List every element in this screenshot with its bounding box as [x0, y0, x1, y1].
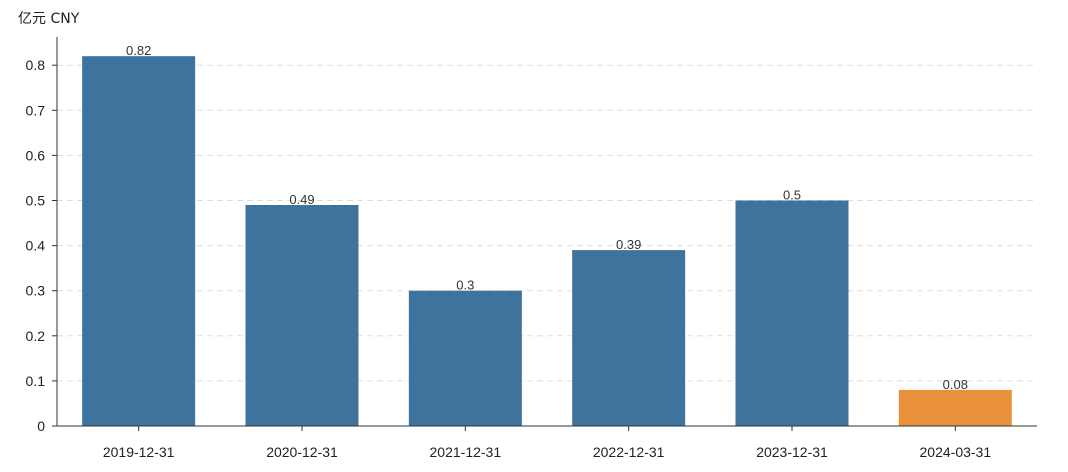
axes	[52, 37, 1037, 431]
grid-lines	[57, 64, 1037, 382]
labels: 0 0.1 0.2 0.3 0.4 0.5 0.6 0.7 0.8 0.82 2019-12-31 0…	[26, 43, 992, 460]
x-tick-label: 2021-12-31	[430, 444, 502, 460]
bars	[82, 56, 1012, 427]
bar-value-label: 0.3	[456, 278, 474, 293]
bar-value-label: 0.39	[616, 237, 641, 252]
bar	[245, 205, 359, 426]
y-tick-label: 0	[37, 418, 45, 434]
y-tick-label: 0.4	[26, 238, 46, 254]
bar	[735, 200, 849, 426]
y-tick-label: 0.2	[26, 328, 46, 344]
bar-value-label: 0.08	[943, 377, 968, 392]
y-tick-label: 0.3	[26, 283, 46, 299]
x-tick-label: 2019-12-31	[103, 444, 175, 460]
y-tick-label: 0.8	[26, 57, 46, 73]
y-tick-label: 0.5	[26, 193, 46, 209]
x-tick-label: 2023-12-31	[756, 444, 828, 460]
x-tick-label: 2022-12-31	[593, 444, 665, 460]
bar	[572, 250, 686, 426]
bar	[82, 56, 196, 427]
bar-value-label: 0.5	[783, 188, 801, 203]
y-tick-label: 0.7	[26, 102, 46, 118]
y-axis-unit-label: 亿元 CNY	[18, 11, 80, 27]
x-tick-label: 2024-03-31	[920, 444, 992, 460]
bar	[898, 389, 1012, 426]
y-tick-label: 0.1	[26, 373, 46, 389]
x-tick-label: 2020-12-31	[266, 444, 338, 460]
y-tick-label: 0.6	[26, 147, 46, 163]
bar-value-label: 0.82	[126, 43, 151, 58]
bar-value-label: 0.49	[289, 192, 314, 207]
bar	[408, 290, 522, 426]
